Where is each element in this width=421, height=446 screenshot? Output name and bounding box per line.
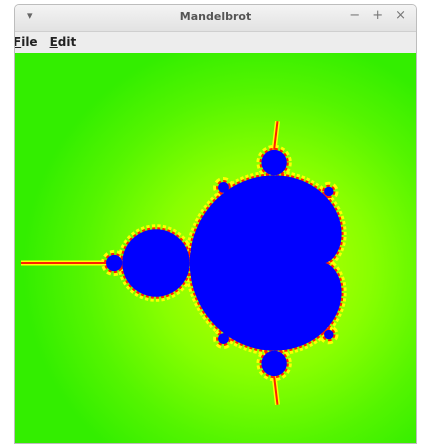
fractal-view <box>15 53 416 444</box>
close-button[interactable]: × <box>395 8 406 23</box>
bulb <box>261 351 286 376</box>
title-bar: ▾ Mandelbrot − + × <box>15 5 416 32</box>
bulb <box>218 182 229 193</box>
bulb <box>122 229 190 297</box>
bulb <box>324 330 333 339</box>
maximize-button[interactable]: + <box>372 8 383 23</box>
file-menu[interactable]: File <box>14 32 38 52</box>
edit-menu[interactable]: Edit <box>50 32 77 52</box>
window: ▾ Mandelbrot − + × File Edit <box>14 4 417 444</box>
minimize-button[interactable]: − <box>349 8 360 23</box>
window-controls: − + × <box>349 8 406 23</box>
bulb <box>106 255 122 271</box>
menu-bar: File Edit <box>15 32 416 52</box>
bulb <box>261 150 286 175</box>
bulb <box>218 333 229 344</box>
bulb <box>324 187 333 196</box>
